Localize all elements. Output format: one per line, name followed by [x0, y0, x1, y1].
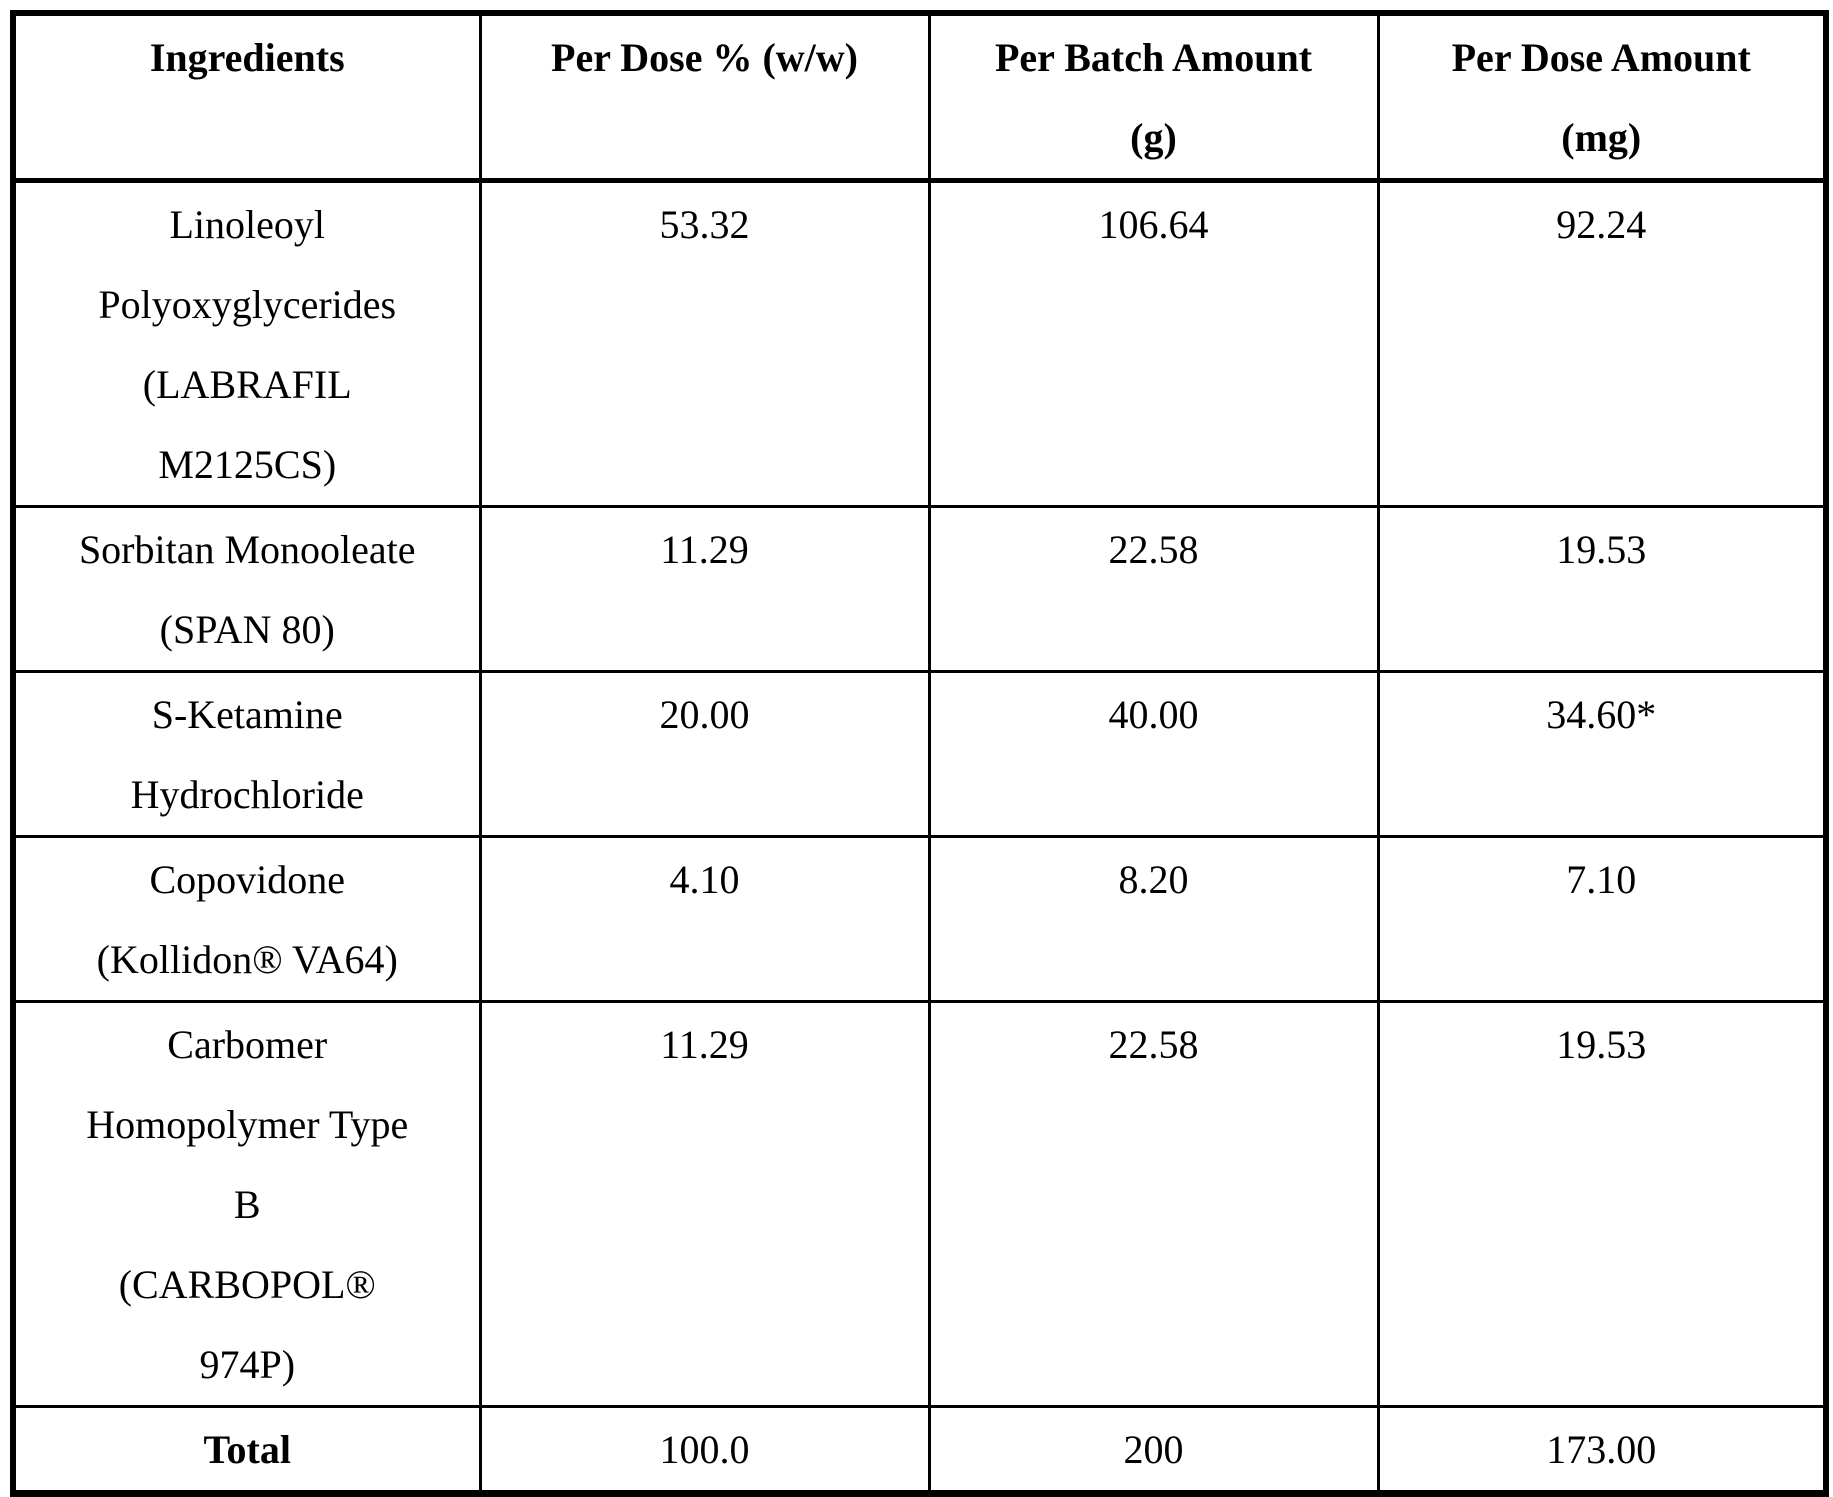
per-dose-pct-value: 11.29 — [478, 1000, 931, 1408]
per-dose-pct-value: 53.32 — [478, 179, 931, 508]
footnote-text: *34.60 mg of S-ketamine hydrochloride is… — [14, 1486, 1824, 1497]
per-dose-amount-value: 19.53 — [1376, 505, 1828, 673]
ingredient-name: Linoleoyl Polyoxyglycerides (LABRAFIL M2… — [11, 179, 482, 508]
table-row: Linoleoyl Polyoxyglycerides (LABRAFIL M2… — [11, 179, 1828, 508]
per-dose-amount-value: 92.24 — [1376, 179, 1828, 508]
table-header-row: Ingredients Per Dose % (w/w) Per Batch A… — [11, 11, 1828, 183]
per-batch-amount-value: 8.20 — [927, 835, 1380, 1003]
per-dose-amount-value: 7.10 — [1376, 835, 1828, 1003]
per-batch-amount-value: 22.58 — [927, 505, 1380, 673]
ingredient-name: Copovidone (Kollidon® VA64) — [11, 835, 482, 1003]
ingredient-name: Sorbitan Monooleate (SPAN 80) — [11, 505, 482, 673]
per-batch-amount-value: 40.00 — [927, 670, 1380, 838]
total-label: Total — [11, 1405, 482, 1496]
per-dose-pct-value: 20.00 — [478, 670, 931, 838]
total-per-batch-amount-value: 200 — [927, 1405, 1380, 1496]
per-dose-amount-value: 19.53 — [1376, 1000, 1828, 1408]
column-header-ingredients: Ingredients — [11, 11, 482, 183]
ingredient-name: Carbomer Homopolymer Type B (CARBOPOL® 9… — [11, 1000, 482, 1408]
total-per-dose-pct-value: 100.0 — [478, 1405, 931, 1496]
table-row: Copovidone (Kollidon® VA64) 4.10 8.20 7.… — [11, 835, 1828, 1003]
table-row: S-Ketamine Hydrochloride 20.00 40.00 34.… — [11, 670, 1828, 838]
per-dose-amount-value: 34.60* — [1376, 670, 1828, 838]
table-row: Sorbitan Monooleate (SPAN 80) 11.29 22.5… — [11, 505, 1828, 673]
column-header-per-dose-amount: Per Dose Amount (mg) — [1376, 11, 1828, 183]
table-total-row: Total 100.0 200 173.00 — [11, 1405, 1828, 1496]
column-header-per-dose-pct: Per Dose % (w/w) — [478, 11, 931, 183]
formulation-table: Ingredients Per Dose % (w/w) Per Batch A… — [10, 10, 1829, 1497]
column-header-per-batch-amount: Per Batch Amount (g) — [927, 11, 1380, 183]
per-batch-amount-value: 106.64 — [927, 179, 1380, 508]
per-dose-pct-value: 4.10 — [478, 835, 931, 1003]
per-batch-amount-value: 22.58 — [927, 1000, 1380, 1408]
total-per-dose-amount-value: 173.00 — [1376, 1405, 1828, 1496]
table-row: Carbomer Homopolymer Type B (CARBOPOL® 9… — [11, 1000, 1828, 1408]
per-dose-pct-value: 11.29 — [478, 505, 931, 673]
ingredient-name: S-Ketamine Hydrochloride — [11, 670, 482, 838]
